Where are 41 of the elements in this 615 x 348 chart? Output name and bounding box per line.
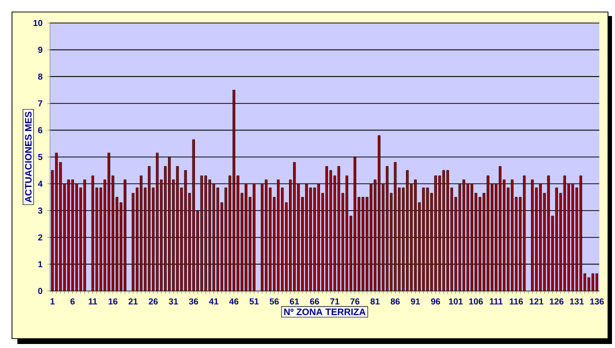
x-tick-label: 6: [70, 298, 75, 304]
y-tick-label: 0: [38, 288, 42, 294]
y-tick-label: 3: [38, 208, 42, 214]
x-tick-label: 81: [370, 298, 380, 304]
x-tick-label: 76: [350, 298, 360, 304]
x-tick-label: 61: [290, 298, 299, 304]
x-tick-label: 1: [50, 298, 55, 304]
x-axis-title: Nº ZONA TERRIZA: [284, 308, 366, 316]
y-axis-title: ACTUACIONES MES: [25, 112, 32, 202]
y-tick-label: 9: [38, 46, 42, 53]
y-tick-label: 8: [38, 74, 42, 80]
x-tick-label: 126: [550, 298, 564, 304]
x-tick-label: 11: [88, 298, 98, 304]
y-tick-label: 10: [34, 20, 42, 26]
x-tick-label: 106: [469, 298, 483, 304]
y-tick-label: 6: [38, 127, 42, 134]
x-tick-label: 136: [590, 298, 604, 305]
x-tick-label: 31: [168, 298, 178, 305]
x-tick-label: 41: [209, 298, 218, 304]
y-tick-label: 2: [38, 234, 42, 240]
x-tick-label: 101: [449, 298, 463, 304]
x-tick-label: 96: [431, 298, 440, 304]
x-tick-label: 86: [390, 298, 400, 304]
x-tick-label: 36: [188, 298, 198, 305]
x-tick-label: 91: [410, 298, 420, 304]
x-tick-label: 46: [229, 298, 238, 304]
x-tick-label: 111: [490, 298, 503, 304]
x-tick-label: 131: [570, 298, 584, 305]
x-tick-label: 51: [250, 298, 259, 304]
y-tick-label: 5: [38, 154, 42, 160]
x-tick-label: 21: [128, 298, 138, 304]
x-tick-label: 26: [148, 298, 158, 304]
x-tick-label: 116: [510, 298, 523, 304]
x-tick-label: 56: [270, 298, 279, 304]
x-tick-label: 121: [530, 298, 544, 304]
y-tick-label: 4: [38, 180, 43, 187]
x-tick-label: 71: [330, 298, 340, 304]
x-tick-label: 16: [108, 298, 118, 304]
y-tick-label: 7: [38, 100, 42, 106]
y-tick-label: 1: [38, 261, 42, 268]
x-tick-label: 66: [310, 298, 320, 304]
